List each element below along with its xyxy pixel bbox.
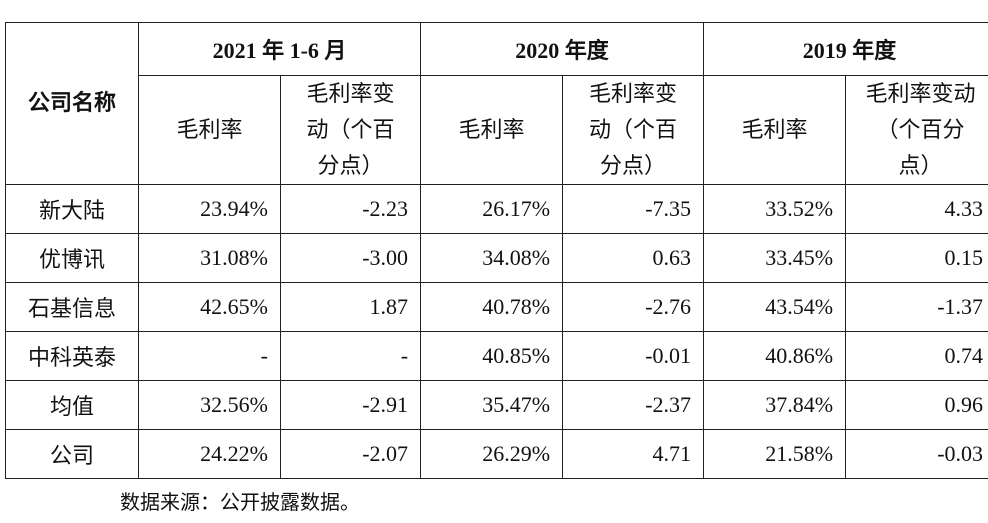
metric-header: 毛利率变动（个百分点） (562, 75, 705, 185)
value-cell: -2.23 (279, 184, 422, 234)
period-header: 2020 年度 (420, 22, 705, 76)
value-cell: -7.35 (562, 184, 705, 234)
value-cell: 34.08% (420, 233, 564, 283)
value-cell: 37.84% (703, 380, 847, 430)
header-row: 公司名称 2021 年 1-6 月 2020 年度 2019 年度 (5, 22, 988, 185)
company-name: 优博讯 (5, 233, 139, 283)
data-row: 公司 24.22% -2.07 26.29% 4.71 21.58% -0.03 (5, 429, 988, 479)
metric-header: 毛利率 (703, 75, 847, 185)
metric-header: 毛利率变动（个百分点） (279, 75, 422, 185)
header-row: 毛利率 毛利率变动（个百分点） 毛利率 毛利率变动（个百分点） 毛利率 毛利率变动（个百分… (6, 75, 988, 185)
value-cell: 21.58% (703, 429, 847, 479)
data-row: 优博讯 31.08% -3.00 34.08% 0.63 33.45% 0.15 (5, 233, 988, 283)
company-name: 石基信息 (5, 282, 139, 332)
company-name: 新大陆 (5, 184, 139, 234)
value-cell: -0.01 (562, 331, 705, 381)
value-cell: -2.37 (562, 380, 705, 430)
value-cell: 35.47% (420, 380, 564, 430)
period-header: 2021 年 1-6 月 (137, 22, 422, 76)
value-cell: 33.45% (703, 233, 847, 283)
data-row: 均值 32.56% -2.91 35.47% -2.37 37.84% 0.96 (5, 380, 988, 430)
value-cell: 31.08% (138, 233, 281, 283)
value-cell: -1.37 (845, 282, 988, 332)
data-row: 中科英泰 - -40.85% -0.01 40.86% 0.74 (5, 331, 988, 381)
value-cell: - (138, 331, 281, 381)
value-cell: 1.87 (279, 282, 422, 332)
value-cell: 42.65% (138, 282, 281, 332)
data-row: 新大陆 23.94% -2.23 26.17% -7.35 33.52% 4.33 (5, 184, 988, 234)
value-cell: 26.29% (420, 429, 564, 479)
value-cell: 40.78% (420, 282, 564, 332)
value-cell: 0.74 (845, 331, 988, 381)
value-cell: 0.15 (845, 233, 988, 283)
metric-header: 毛利率 (420, 75, 564, 185)
value-cell: -2.76 (562, 282, 705, 332)
value-cell: -3.00 (279, 233, 422, 283)
value-cell: 4.71 (562, 429, 705, 479)
table-container: 公司名称 2021 年 1-6 月 2020 年度 2019 年度 毛利率 毛利率变动（个… (5, 22, 988, 479)
company-name: 中科英泰 (5, 331, 139, 381)
value-cell: 23.94% (138, 184, 281, 234)
table-body: 新大陆 23.94% -2.23 26.17% -7.35 33.52% 4.33 优博讯 31… (5, 184, 988, 479)
value-cell: 0.96 (845, 380, 988, 430)
value-cell: 0.63 (562, 233, 705, 283)
metric-header: 毛利率 (138, 75, 281, 185)
period-header: 2019 年度 (703, 22, 988, 76)
footer-note: 数据来源：公开披露数据。 (120, 492, 360, 514)
company-name: 均值 (5, 380, 139, 430)
value-cell: 43.54% (703, 282, 847, 332)
value-cell: -2.91 (279, 380, 422, 430)
company-name: 公司 (5, 429, 139, 479)
table-header: 公司名称 2021 年 1-6 月 2020 年度 2019 年度 毛利率 毛利率变动（个… (5, 22, 988, 185)
value-cell: 33.52% (703, 184, 847, 234)
value-cell: 32.56% (138, 380, 281, 430)
value-cell: 26.17% (420, 184, 564, 234)
value-cell: 24.22% (138, 429, 281, 479)
table: 公司名称 2021 年 1-6 月 2020 年度 2019 年度 毛利率 毛利率变动（个… (5, 22, 988, 479)
value-cell: 40.85% (420, 331, 564, 381)
data-row: 石基信息 42.65% 1.87 40.78% -2.76 43.54% -1.37 (5, 282, 988, 332)
value-cell: -0.03 (845, 429, 988, 479)
value-cell: 40.86% (703, 331, 847, 381)
value-cell: - (279, 331, 422, 381)
value-cell: -2.07 (279, 429, 422, 479)
value-cell: 4.33 (845, 184, 988, 234)
header-cell: 公司名称 (5, 22, 139, 185)
metric-header: 毛利率变动（个百分点） (845, 75, 988, 185)
